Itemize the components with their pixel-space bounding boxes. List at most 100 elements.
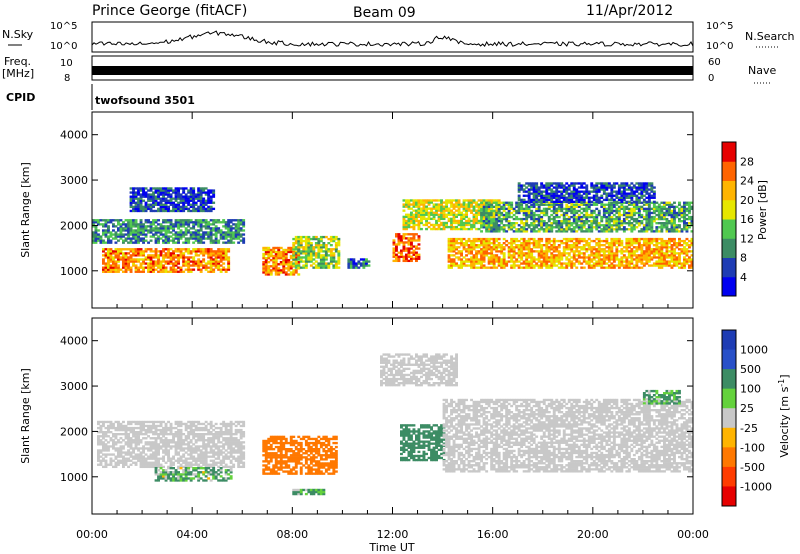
velocity-cell-0 <box>114 449 118 452</box>
power-bar-tick: 8 <box>740 252 747 265</box>
power-cell-4 <box>304 235 308 239</box>
power-cell-9 <box>505 213 509 217</box>
power-cell-4 <box>307 252 311 255</box>
power-cell-8 <box>532 250 536 253</box>
power-cell-8 <box>678 248 681 251</box>
power-cell-8 <box>582 244 586 247</box>
power-cell-9 <box>515 230 519 233</box>
power-cell-7 <box>432 205 436 208</box>
power-cell-1 <box>134 229 138 232</box>
power-cell-8 <box>502 242 506 245</box>
power-cell-1 <box>92 235 95 238</box>
power-cell-8 <box>650 237 654 241</box>
power-cell-8 <box>537 239 541 243</box>
power-cell-1 <box>94 225 98 228</box>
power-cell-1 <box>124 233 128 236</box>
power-cell-0 <box>117 270 120 273</box>
power-cell-7 <box>457 213 461 216</box>
power-cell-1 <box>212 239 216 242</box>
power-cell-9 <box>490 207 494 211</box>
power-cell-2 <box>137 205 140 209</box>
power-cell-7 <box>467 199 471 202</box>
power-cell-4 <box>292 237 296 241</box>
power-cell-0 <box>109 264 113 267</box>
power-cell-8 <box>685 237 689 241</box>
power-cell-1 <box>144 221 148 224</box>
power-cell-10 <box>530 198 534 202</box>
power-cell-5 <box>367 264 371 267</box>
power-cell-9 <box>482 224 486 227</box>
power-cell-0 <box>224 252 228 255</box>
power-cell-10 <box>552 194 556 197</box>
power-cell-10 <box>612 182 616 185</box>
power-cell-1 <box>164 235 168 238</box>
power-cell-8 <box>567 239 571 243</box>
power-cell-9 <box>492 209 496 213</box>
power-cell-8 <box>462 262 466 265</box>
power-cell-7 <box>472 205 476 208</box>
power-cell-8 <box>527 244 531 247</box>
power-cell-9 <box>547 205 551 209</box>
power-cell-9 <box>570 209 574 213</box>
power-cell-7 <box>495 199 499 202</box>
power-cell-8 <box>545 262 549 265</box>
power-cell-8 <box>610 248 614 251</box>
power-cell-10 <box>545 186 549 189</box>
power-cell-4 <box>294 262 298 265</box>
power-cell-8 <box>580 248 584 251</box>
power-cell-8 <box>645 254 649 257</box>
velocity-cell-0 <box>97 441 100 444</box>
power-cell-8 <box>545 254 549 257</box>
power-cell-8 <box>640 250 644 253</box>
power-cell-0 <box>209 256 213 259</box>
power-cell-7 <box>415 213 418 216</box>
power-cell-3 <box>277 248 281 252</box>
power-cell-8 <box>480 262 483 265</box>
power-cell-10 <box>520 200 524 204</box>
nsky-label: N.Sky <box>2 28 34 41</box>
power-cell-7 <box>405 227 408 231</box>
power-cell-9 <box>650 226 654 229</box>
power-cell-10 <box>595 198 599 202</box>
power-cell-2 <box>167 209 170 213</box>
power-cell-8 <box>520 244 524 247</box>
power-cell-0 <box>102 248 105 251</box>
power-cell-10 <box>577 194 581 197</box>
power-cell-7 <box>435 221 438 225</box>
power-cell-8 <box>467 239 471 243</box>
power-cell-7 <box>465 207 468 210</box>
power-cell-9 <box>590 209 594 213</box>
power-cell-1 <box>149 225 153 228</box>
power-cell-0 <box>212 254 216 257</box>
power-cell-1 <box>222 233 226 236</box>
power-cell-9 <box>532 203 536 206</box>
power-cell-7 <box>407 225 411 229</box>
power-cell-6 <box>400 253 403 256</box>
power-cell-10 <box>540 192 544 195</box>
power-cell-8 <box>683 258 686 261</box>
velocity-cell-0 <box>99 424 103 428</box>
power-cell-8 <box>670 256 674 259</box>
power-cell-10 <box>555 188 559 191</box>
power-cell-8 <box>530 264 534 267</box>
power-cell-3 <box>289 271 293 274</box>
power-cell-1 <box>132 219 135 222</box>
power-cell-1 <box>149 221 153 224</box>
power-cell-9 <box>490 203 494 206</box>
power-cell-0 <box>139 262 143 265</box>
velocity-cell-0 <box>104 461 108 464</box>
power-cell-7 <box>435 203 438 206</box>
power-cell-8 <box>550 264 554 267</box>
power-cell-9 <box>620 213 624 217</box>
power-cell-4 <box>324 254 328 257</box>
power-cell-1 <box>94 221 98 224</box>
power-cell-7 <box>482 203 486 206</box>
power-cell-7 <box>437 225 441 229</box>
power-cell-3 <box>289 254 293 258</box>
power-cell-1 <box>192 235 196 238</box>
power-cell-1 <box>164 237 168 240</box>
power-cell-10 <box>635 200 639 204</box>
power-cell-2 <box>144 191 148 194</box>
power-cell-0 <box>189 256 193 259</box>
power-cell-2 <box>207 193 211 196</box>
